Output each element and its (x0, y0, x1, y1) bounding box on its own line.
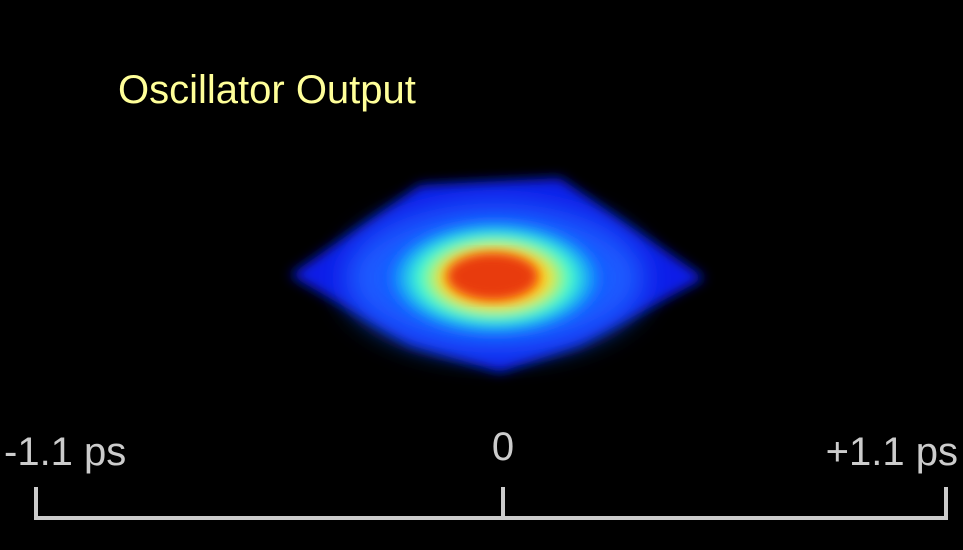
scale-bar-line (34, 487, 948, 520)
title: Oscillator Output (118, 68, 416, 112)
scale-left-label: -1.1 ps (4, 430, 126, 474)
scale-right-label: +1.1 ps (826, 430, 958, 474)
beam-profile (290, 178, 705, 372)
scale-bar (34, 487, 948, 520)
scale-center-label: 0 (492, 425, 514, 469)
